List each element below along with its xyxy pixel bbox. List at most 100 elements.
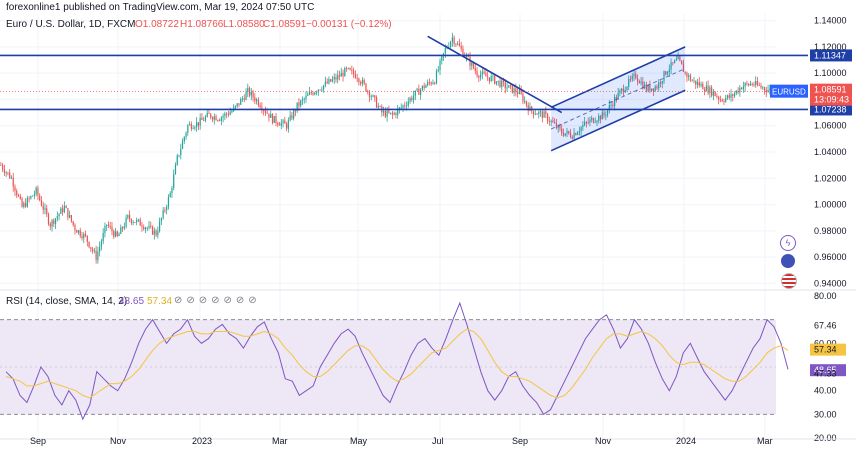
bar-countdown-label: 13:09:43 [814, 95, 849, 105]
price-pane[interactable] [0, 32, 808, 264]
candle-body [705, 85, 707, 92]
candle-body [686, 72, 688, 77]
symbol-title[interactable]: Euro / U.S. Dollar, 1D, FXCM [6, 19, 136, 30]
candle-body [571, 136, 573, 139]
candle-body [749, 83, 752, 86]
candle-body [323, 85, 325, 90]
us-flag-economic-icon[interactable] [781, 273, 797, 289]
candle-body [432, 82, 434, 84]
candle-body [270, 114, 272, 118]
candle-body [180, 148, 182, 156]
time-tick-label: Mar [757, 436, 773, 446]
time-tick-label: Mar [272, 436, 288, 446]
candle-body [626, 86, 628, 90]
downtrend-line[interactable] [427, 35, 563, 114]
candle-body [167, 197, 170, 207]
candle-body [118, 233, 120, 237]
candle-body [598, 115, 600, 121]
candle-body [204, 116, 207, 121]
candle-body [14, 186, 16, 191]
candle-body [136, 219, 138, 223]
rsi-pane[interactable] [0, 289, 856, 421]
candle-body [561, 128, 563, 134]
candle-body [546, 114, 549, 122]
candle-body [582, 125, 584, 128]
candle-body [587, 122, 589, 124]
rsi-title[interactable]: RSI (14, close, SMA, 14, 2) [6, 296, 128, 307]
candle-body [758, 84, 760, 86]
candle-body [661, 81, 663, 84]
candle-body [698, 82, 700, 86]
candle-body [271, 114, 274, 123]
candle-body [287, 120, 289, 129]
candle-body [651, 88, 653, 91]
candle-body [331, 79, 334, 82]
candle-body [472, 62, 475, 69]
candle-body [60, 208, 62, 214]
candle-body [636, 78, 639, 82]
candle-body [554, 122, 556, 124]
candle-body [273, 116, 275, 123]
candle-body [474, 68, 476, 72]
candle-body [596, 120, 598, 123]
candle-body [39, 195, 41, 201]
candle-body [668, 69, 670, 72]
candle-body [116, 231, 118, 237]
candle-body [153, 230, 155, 235]
candle-body [32, 195, 34, 197]
candle-body [746, 83, 748, 84]
candle-body [307, 94, 309, 96]
symbol-badge[interactable] [770, 84, 808, 98]
candle-body [74, 224, 76, 231]
time-tick-label: Sep [512, 436, 528, 446]
candle-body [317, 89, 319, 93]
candle-body [645, 84, 647, 91]
rsi-sma-line[interactable] [5, 328, 789, 399]
candle-body [603, 112, 605, 116]
candle-body [24, 203, 27, 207]
candle-body [23, 203, 25, 207]
candle-body [63, 205, 65, 213]
candle-body [649, 85, 651, 91]
candle-body [453, 37, 455, 44]
candle-body [315, 92, 318, 93]
candle-body [379, 106, 381, 108]
candle-body [550, 120, 552, 123]
candle-body [107, 224, 110, 227]
candle-body [285, 123, 288, 129]
rsi-sma-value-label: 57.34 [147, 296, 173, 307]
indicator-eye-icons[interactable]: ⊘⊘⊘⊘⊘⊘⊘ [174, 295, 261, 306]
candle-body [675, 59, 677, 61]
candle-body [95, 250, 97, 261]
candle-body [220, 117, 222, 121]
channel-lower-line[interactable] [550, 89, 686, 152]
candle-body [284, 120, 286, 124]
channel-upper-line[interactable] [550, 46, 686, 109]
candle-body [494, 75, 496, 84]
candle-body [91, 248, 94, 252]
candle-body [173, 174, 175, 189]
candle-body [539, 111, 542, 113]
candle-body [67, 208, 69, 218]
lightning-alert-icon[interactable]: ϟ [780, 235, 796, 251]
candle-body [439, 60, 441, 70]
candle-body [455, 43, 457, 45]
level-price-label: 1.11347 [814, 50, 846, 60]
candle-body [134, 222, 136, 223]
time-tick-label: Nov [110, 436, 127, 446]
candle-body [411, 98, 413, 100]
candle-body [763, 87, 766, 90]
candle-body [97, 251, 99, 261]
candle-body [337, 75, 339, 80]
candle-body [601, 112, 603, 120]
candle-body [312, 93, 314, 95]
globe-events-icon[interactable] [781, 254, 795, 268]
candle-body [224, 113, 226, 117]
candle-body [721, 100, 723, 102]
candle-body [755, 81, 757, 86]
rsi-line[interactable] [5, 301, 789, 421]
candle-body [575, 133, 577, 135]
candle-body [647, 85, 649, 91]
candle-body [139, 219, 141, 226]
candle-body [197, 122, 200, 126]
